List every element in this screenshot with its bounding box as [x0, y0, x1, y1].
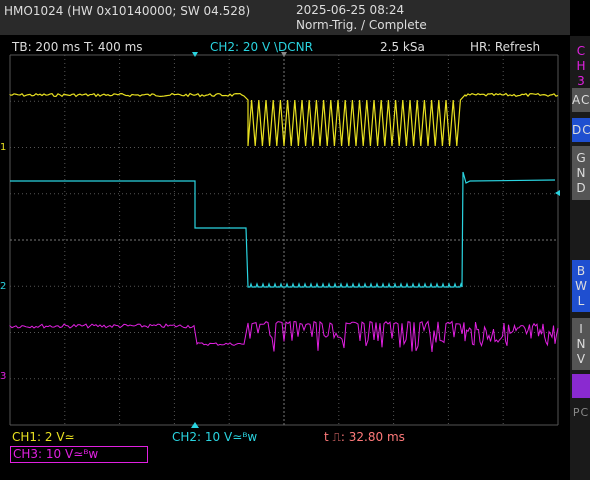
trigger-pos — [191, 422, 199, 428]
ch3-trace — [9, 320, 559, 353]
menu-title: CH3 — [574, 44, 588, 89]
trigger-channel: CH2: 20 V \DCNR — [210, 40, 313, 54]
menu-icon[interactable] — [572, 374, 590, 398]
ch1-scale: CH1: 2 V≃ — [12, 430, 75, 444]
ch2-marker: 2 — [0, 281, 7, 292]
menu-button[interactable]: AC — [572, 88, 590, 112]
sample-rate: 2.5 kSa — [380, 40, 425, 54]
menu-button[interactable]: DC — [572, 118, 590, 142]
ch2-scale: CH2: 10 V≃ᴮw — [172, 430, 258, 444]
timebase: TB: 200 ms — [12, 40, 81, 54]
trigger-level — [555, 190, 560, 196]
device-info: HMO1024 (HW 0x10140000; SW 04.528) — [4, 4, 251, 18]
center-marker — [281, 52, 287, 57]
menu-button[interactable]: INV — [572, 318, 590, 370]
header-bar — [0, 0, 570, 35]
trigger-time: T: 400 ms — [84, 40, 143, 54]
ch1-marker: 1 — [0, 142, 7, 153]
menu-button[interactable]: BWL — [572, 260, 590, 312]
ch3-marker: 3 — [0, 371, 7, 382]
display — [9, 52, 560, 428]
acq-mode: HR: Refresh — [470, 40, 541, 54]
datetime: 2025-06-25 08:24 — [296, 3, 405, 17]
menu-button[interactable]: GND — [572, 146, 590, 200]
trigger-marker — [192, 52, 198, 57]
ch1-trace — [9, 92, 559, 147]
ch3-scale: CH3: 10 V≃ᴮw — [10, 446, 148, 463]
ch2-trace — [10, 171, 556, 288]
cursor-readout: t ⎍: 32.80 ms — [324, 430, 405, 444]
menu-button[interactable]: PC — [572, 406, 590, 419]
trigger-status: Norm-Trig. / Complete — [296, 18, 427, 32]
